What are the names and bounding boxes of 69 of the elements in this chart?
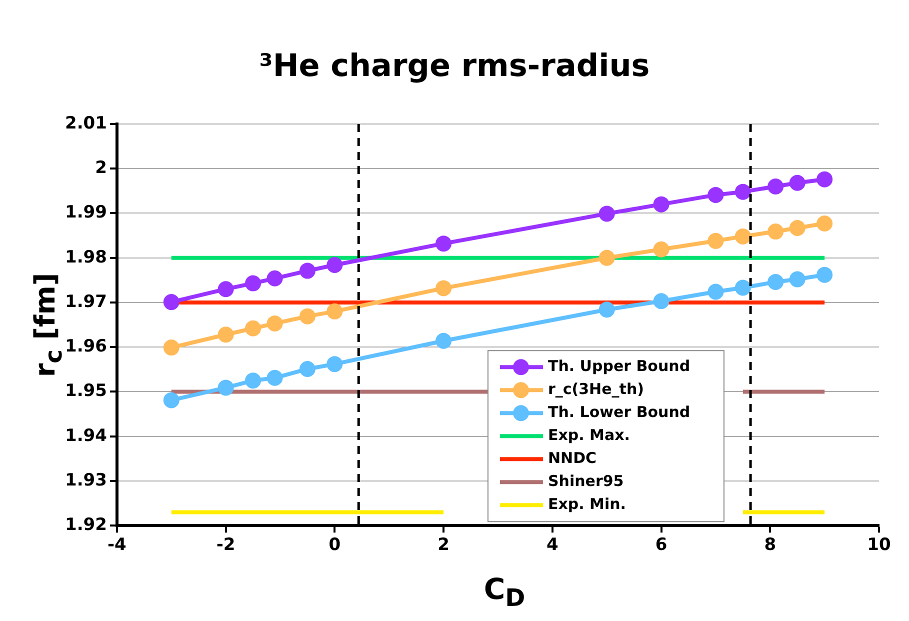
point (326, 257, 343, 274)
point (299, 308, 316, 324)
point (245, 275, 262, 292)
point (653, 196, 670, 212)
point (326, 303, 343, 320)
point (653, 241, 670, 258)
point (734, 228, 751, 244)
point (789, 174, 806, 191)
point (245, 320, 262, 336)
point (326, 356, 343, 372)
point (299, 262, 316, 279)
legend-label: r_c(3He_th) (548, 380, 644, 398)
y-tick-label: 1.97 (64, 292, 107, 312)
point (708, 232, 724, 249)
point (163, 340, 180, 356)
y-tick-label: 1.95 (64, 381, 107, 402)
legend-label: NNDC (548, 448, 597, 467)
x-axis-title: C$_{D}$ (482, 572, 526, 612)
point (299, 360, 316, 377)
point (163, 392, 180, 408)
point (734, 280, 751, 296)
y-tick-label: 1.94 (64, 426, 108, 446)
point (266, 315, 283, 332)
chart-title: ³He charge rms-radius (258, 48, 651, 84)
point (598, 250, 615, 266)
legend-label: Exp. Min. (548, 494, 626, 513)
point (816, 216, 833, 232)
x-tick-label: -4 (108, 535, 127, 556)
point (653, 293, 670, 310)
point (436, 332, 452, 349)
point (598, 206, 615, 222)
point (436, 236, 452, 252)
point (266, 370, 283, 386)
x-tick-label: 4 (546, 535, 558, 556)
y-tick-label: 1.96 (64, 336, 107, 357)
point (816, 266, 833, 283)
x-tick-label: -2 (216, 535, 236, 556)
point (789, 271, 806, 288)
x-tick-label: 8 (764, 535, 776, 556)
point (768, 178, 784, 194)
x-tick-label: 2 (438, 535, 450, 556)
point (245, 372, 262, 389)
point (218, 326, 234, 343)
point (734, 184, 751, 200)
point (163, 294, 180, 310)
x-tick-label: 6 (655, 535, 668, 556)
y-tick-label: 1.99 (64, 202, 107, 223)
x-tick-label: 0 (328, 535, 341, 556)
point (266, 270, 283, 286)
y-tick-label: 2 (95, 158, 107, 178)
point (789, 220, 806, 236)
point (708, 284, 724, 300)
point (768, 274, 784, 290)
x-tick-label: 10 (867, 535, 891, 556)
point (708, 186, 724, 203)
y-tick-label: 2.01 (64, 113, 107, 134)
y-tick-label: 1.92 (64, 515, 107, 536)
point (218, 380, 234, 396)
point (436, 280, 452, 296)
point (598, 302, 615, 318)
legend-label: Th. Lower Bound (548, 402, 690, 421)
legend-label: Exp. Max. (548, 426, 630, 444)
point (768, 224, 784, 240)
legend-label: Th. Upper Bound (548, 356, 690, 375)
legend-label: Shiner95 (548, 472, 624, 490)
y-tick-label: 1.98 (64, 247, 107, 268)
point (218, 281, 234, 298)
y-tick-label: 1.93 (64, 470, 107, 490)
point (816, 171, 833, 188)
